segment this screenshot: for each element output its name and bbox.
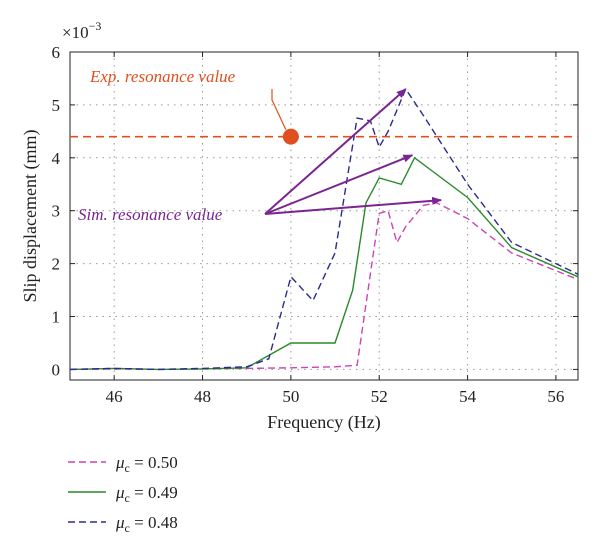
x-tick-label: 56 (547, 387, 564, 406)
annotations: Exp. resonance value Sim. resonance value (78, 67, 443, 224)
sim-arrow-1 (264, 154, 414, 215)
legend-mu: μ (115, 453, 125, 472)
legend-subscript: c (125, 461, 130, 475)
series-line-2 (69, 87, 579, 371)
y-tick-label: 1 (52, 308, 61, 327)
sim-resonance-label: Sim. resonance value (78, 205, 223, 224)
y-tick-label: 2 (52, 255, 61, 274)
legend-label-0: μc = 0.50 (115, 453, 178, 475)
sim-arrow-2 (264, 196, 443, 215)
legend-label-2: μc = 0.48 (115, 513, 178, 535)
legend-value: = 0.50 (130, 453, 178, 472)
y-exponent-label: ×10−3 (62, 19, 101, 42)
legend-subscript: c (125, 521, 130, 535)
exp-resonance-point (282, 128, 299, 145)
legend-value: = 0.49 (130, 483, 178, 502)
y-exponent-power: −3 (89, 19, 102, 33)
y-tick-label: 6 (52, 43, 61, 62)
x-tick-label: 48 (194, 387, 211, 406)
y-axis-title: Slip displacement (mm) (20, 130, 41, 303)
y-tick-label: 3 (52, 202, 61, 221)
legend-mu: μ (115, 483, 125, 502)
x-tick-label: 50 (282, 387, 299, 406)
legend-mu: μ (115, 513, 125, 532)
legend-subscript: c (125, 491, 130, 505)
y-tick-label: 4 (52, 149, 61, 168)
x-tick-label: 54 (459, 387, 477, 406)
exp-resonance-label: Exp. resonance value (89, 67, 236, 86)
x-axis-title: Frequency (Hz) (267, 412, 380, 433)
series (69, 87, 579, 371)
y-tick-label: 0 (52, 360, 61, 379)
x-tick-label: 46 (106, 387, 123, 406)
series-line-0 (69, 202, 579, 371)
x-tick-label: 52 (371, 387, 388, 406)
y-tick-label: 5 (52, 96, 61, 115)
plot-frame (69, 51, 579, 381)
exp-label-leader (271, 89, 287, 130)
legend-label-1: μc = 0.49 (115, 483, 178, 505)
legend-value: = 0.48 (130, 513, 178, 532)
sim-arrow-0 (264, 88, 407, 215)
